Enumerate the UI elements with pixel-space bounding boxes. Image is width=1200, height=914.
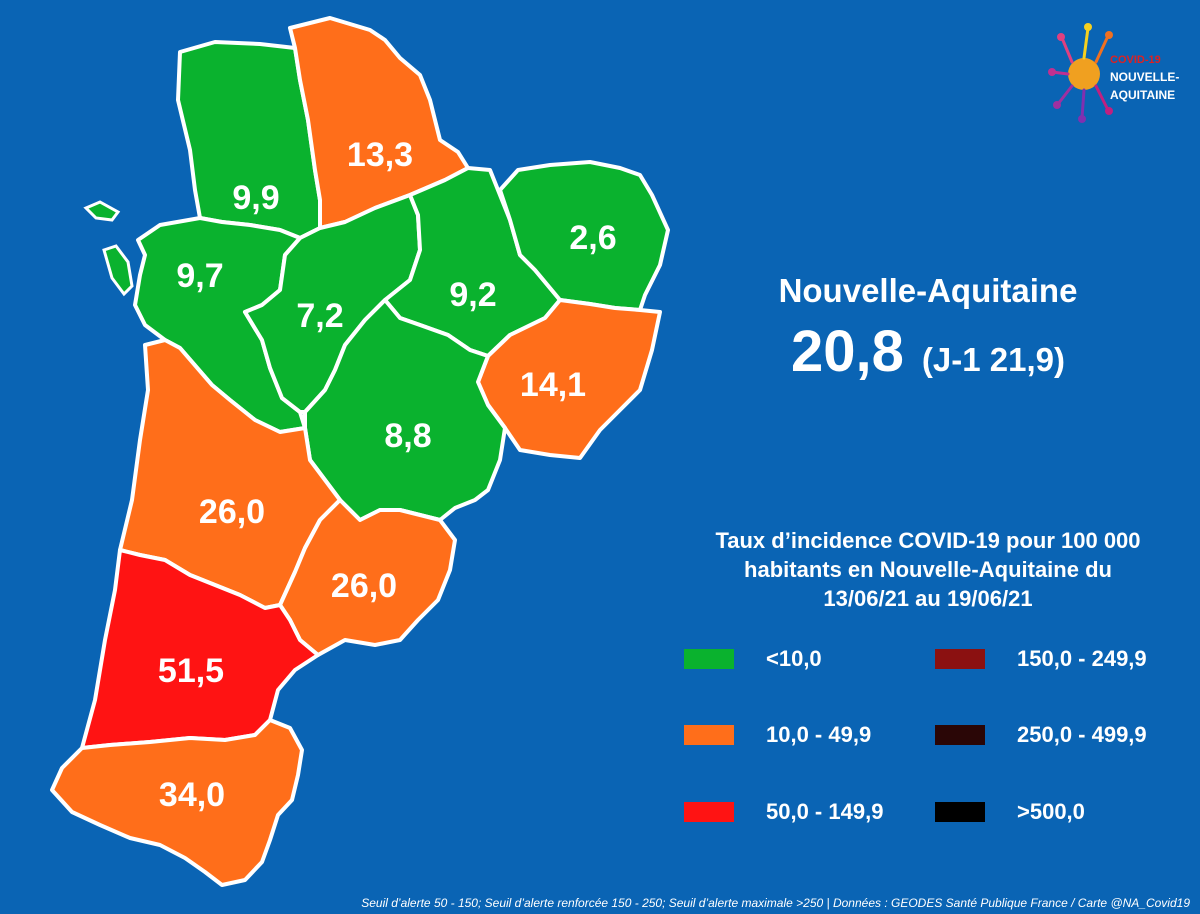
region-incidence-value: 20,8 <box>791 319 904 384</box>
logo-line3: AQUITAINE <box>1110 88 1176 102</box>
legend-label: 150,0 - 249,9 <box>1017 646 1147 671</box>
legend-label: 50,0 - 149,9 <box>766 799 884 824</box>
legend-title-line1: Taux d’incidence COVID-19 pour 100 000 <box>715 528 1141 553</box>
legend-swatch <box>935 725 985 745</box>
dept-lot-et-garonne <box>278 498 457 657</box>
legend-title-line2: habitants en Nouvelle-Aquitaine du <box>744 557 1112 582</box>
region-incidence-previous: (J-1 21,9) <box>921 341 1065 378</box>
dept-label-haute-vienne: 9,2 <box>449 276 496 314</box>
dept-label-correze: 14,1 <box>520 366 586 404</box>
legend-title-line3: 13/06/21 au 19/06/21 <box>823 586 1033 611</box>
legend-swatch <box>684 649 734 669</box>
legend-swatch <box>935 802 985 822</box>
dept-label-charente: 7,2 <box>296 297 343 335</box>
dept-pyrenees-atlantiques <box>50 718 304 887</box>
dept-label-gironde: 26,0 <box>199 493 265 531</box>
dept-label-vienne: 13,3 <box>347 136 413 174</box>
island-oleron <box>102 244 134 297</box>
legend-swatch <box>935 649 985 669</box>
legend-label: 250,0 - 499,9 <box>1017 722 1147 747</box>
legend-label: >500,0 <box>1017 799 1085 824</box>
dept-label-creuse: 2,6 <box>569 219 616 257</box>
legend-swatch <box>684 802 734 822</box>
island-re <box>83 200 121 222</box>
footer-note: Seuil d’alerte 50 - 150; Seuil d’alerte … <box>361 896 1190 910</box>
region-map: 9,9 13,3 9,7 7,2 9,2 2,6 14,1 8,8 26,0 2… <box>50 16 670 887</box>
legend-title: Taux d’incidence COVID-19 pour 100 000 h… <box>660 526 1196 613</box>
region-incidence: 20,8 (J-1 21,9) <box>740 318 1116 385</box>
logo-line2: NOUVELLE- <box>1110 70 1180 84</box>
dept-creuse <box>498 160 670 312</box>
virus-icon <box>1048 23 1113 123</box>
region-name: Nouvelle-Aquitaine <box>778 272 1078 309</box>
dept-label-pyrenees-atlantiques: 34,0 <box>159 776 225 814</box>
covid-logo: COVID-19 NOUVELLE- AQUITAINE <box>1048 18 1188 130</box>
dept-label-deux-sevres: 9,9 <box>232 179 279 217</box>
legend-label: 10,0 - 49,9 <box>766 722 872 747</box>
dept-label-dordogne: 8,8 <box>384 417 431 455</box>
legend-swatch <box>684 725 734 745</box>
dept-label-charente-maritime: 9,7 <box>176 257 223 295</box>
legend-label: <10,0 <box>766 646 822 671</box>
dept-label-landes: 51,5 <box>158 652 224 690</box>
dept-landes <box>80 548 320 750</box>
logo-line1: COVID-19 <box>1110 54 1161 66</box>
dept-label-lot-et-garonne: 26,0 <box>331 567 397 605</box>
